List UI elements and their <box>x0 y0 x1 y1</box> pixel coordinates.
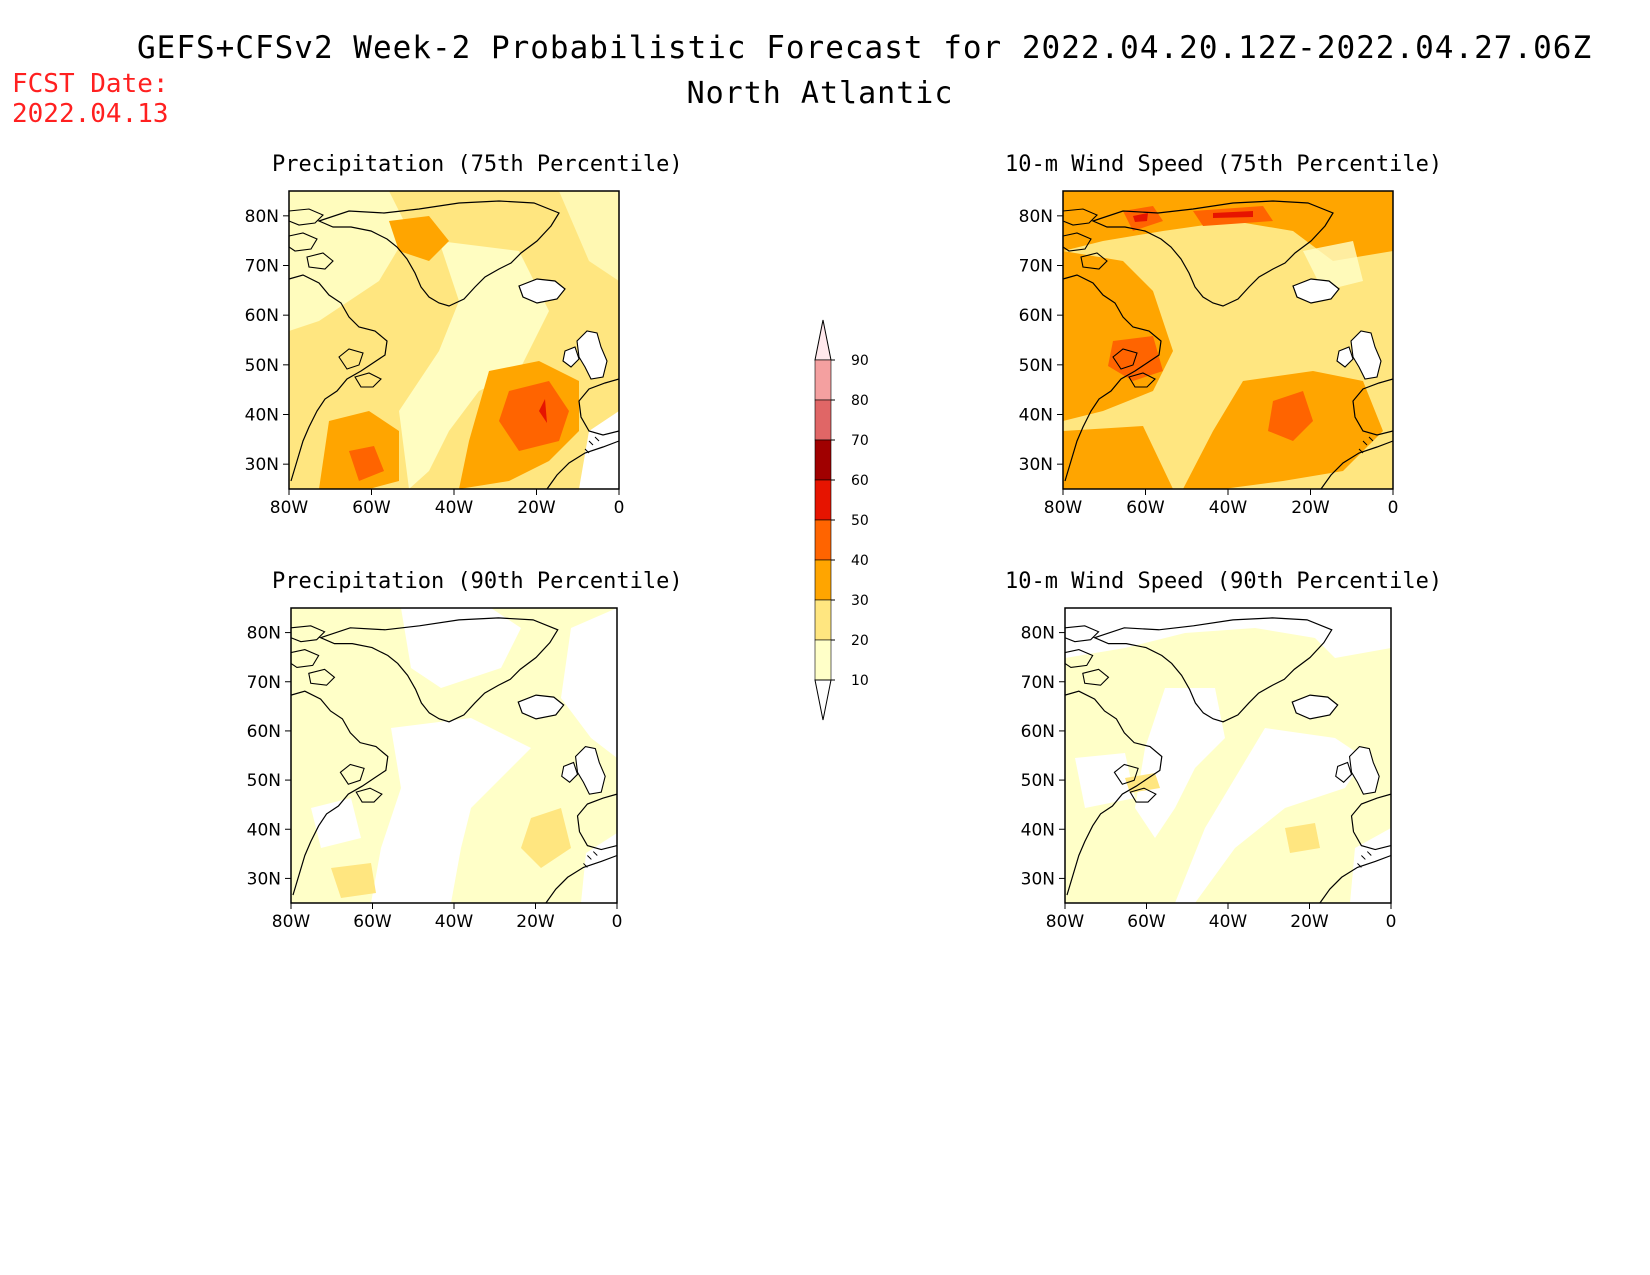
colorbar-swatch-0 <box>814 359 832 401</box>
panel-title-wind-75: 10-m Wind Speed (75th Percentile) <box>1005 152 1443 177</box>
axes-layer: 80N 70N 60N 50N 40N 30N 80W 60W 40W 20W 0 80N 70N 60N… <box>245 207 1399 932</box>
lon-label-wind-90-0: 80W <box>1046 912 1085 932</box>
lon-label-wind-90-3: 20W <box>1290 912 1329 932</box>
lon-label-precip-75-1: 60W <box>352 498 391 518</box>
colorbar-bottom-arrow <box>814 679 832 721</box>
colorbar-label-60: 60 <box>851 473 869 489</box>
lat-label-wind-75-3: 50N <box>1019 356 1053 376</box>
lat-label-wind-75-2: 60N <box>1019 306 1053 326</box>
lon-label-wind-90-2: 40W <box>1209 912 1248 932</box>
lat-label-precip-90-1: 70N <box>247 673 281 693</box>
lat-label-precip-75-4: 40N <box>245 406 279 426</box>
lat-label-wind-90-5: 30N <box>1021 869 1055 889</box>
colorbar-swatch-1 <box>814 399 832 441</box>
colorbar: 90 80 70 60 50 40 30 20 10 <box>814 319 869 721</box>
colorbar-label-70: 70 <box>851 433 869 449</box>
lon-label-precip-90-4: 0 <box>612 912 623 932</box>
map-wind-75 <box>1062 190 1394 490</box>
lon-label-precip-75-4: 0 <box>614 498 625 518</box>
map-precip-90 <box>290 607 618 904</box>
colorbar-swatch-2 <box>814 439 832 481</box>
lon-label-wind-75-1: 60W <box>1126 498 1165 518</box>
lat-label-precip-75-2: 60N <box>245 306 279 326</box>
lon-label-precip-75-3: 20W <box>517 498 556 518</box>
lat-label-wind-90-1: 70N <box>1021 673 1055 693</box>
colorbar-swatch-7 <box>814 639 832 681</box>
lat-label-precip-90-0: 80N <box>247 624 281 644</box>
panel-title-precip-75: Precipitation (75th Percentile) <box>272 152 683 177</box>
lat-label-wind-75-1: 70N <box>1019 257 1053 277</box>
lon-label-precip-75-2: 40W <box>435 498 474 518</box>
fcst-date-label: FCST Date: <box>12 69 169 99</box>
colorbar-swatch-5 <box>814 559 832 601</box>
lon-label-wind-90-4: 0 <box>1386 912 1397 932</box>
lon-label-precip-90-2: 40W <box>435 912 474 932</box>
colorbar-swatch-4 <box>814 519 832 561</box>
colorbar-top-arrow <box>814 319 832 361</box>
lat-label-wind-75-0: 80N <box>1019 207 1053 227</box>
lat-label-precip-90-5: 30N <box>247 869 281 889</box>
lat-label-wind-75-4: 40N <box>1019 406 1053 426</box>
colorbar-swatch-6 <box>814 599 832 641</box>
fcst-date-value: 2022.04.13 <box>12 99 169 129</box>
lon-label-precip-75-0: 80W <box>270 498 309 518</box>
colorbar-label-80: 80 <box>851 393 869 409</box>
panel-title-precip-90: Precipitation (90th Percentile) <box>272 569 683 594</box>
colorbar-label-40: 40 <box>851 553 869 569</box>
lat-label-precip-75-1: 70N <box>245 257 279 277</box>
lat-label-wind-90-0: 80N <box>1021 624 1055 644</box>
lon-label-precip-90-0: 80W <box>272 912 311 932</box>
lat-label-wind-90-2: 60N <box>1021 722 1055 742</box>
lon-label-wind-75-4: 0 <box>1388 498 1399 518</box>
lon-label-wind-90-1: 60W <box>1127 912 1166 932</box>
lon-label-wind-75-3: 20W <box>1291 498 1330 518</box>
colorbar-label-30: 30 <box>851 593 869 609</box>
region-subtitle: North Atlantic <box>686 76 954 111</box>
panel-title-wind-90: 10-m Wind Speed (90th Percentile) <box>1005 569 1443 594</box>
lon-label-wind-75-0: 80W <box>1044 498 1083 518</box>
lat-label-precip-75-3: 50N <box>245 356 279 376</box>
forecast-title: GEFS+CFSv2 Week-2 Probabilistic Forecast… <box>137 30 1593 66</box>
lat-label-precip-90-3: 50N <box>247 771 281 791</box>
lon-label-wind-75-2: 40W <box>1209 498 1248 518</box>
lat-label-precip-75-5: 30N <box>245 455 279 475</box>
lat-label-wind-90-4: 40N <box>1021 820 1055 840</box>
colorbar-label-10: 10 <box>851 673 869 689</box>
map-wind-90 <box>1064 607 1392 904</box>
colorbar-label-90: 90 <box>851 353 869 369</box>
lon-label-precip-90-3: 20W <box>516 912 555 932</box>
lat-label-precip-90-4: 40N <box>247 820 281 840</box>
lon-label-precip-90-1: 60W <box>353 912 392 932</box>
colorbar-label-20: 20 <box>851 633 869 649</box>
map-precip-75 <box>288 190 620 490</box>
lat-label-precip-75-0: 80N <box>245 207 279 227</box>
lat-label-wind-90-3: 50N <box>1021 771 1055 791</box>
lat-label-precip-90-2: 60N <box>247 722 281 742</box>
lat-label-wind-75-5: 30N <box>1019 455 1053 475</box>
colorbar-swatch-3 <box>814 479 832 521</box>
colorbar-label-50: 50 <box>851 513 869 529</box>
